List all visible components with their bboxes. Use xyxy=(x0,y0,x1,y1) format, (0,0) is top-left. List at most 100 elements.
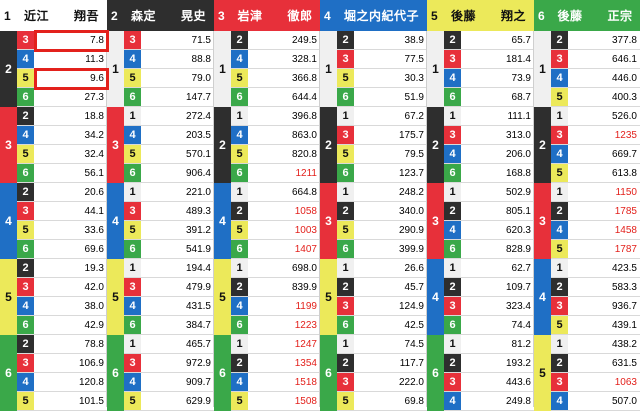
odds-row[interactable]: 3 175.7 xyxy=(320,126,427,145)
odds-row[interactable]: 1 423.5 xyxy=(534,259,640,278)
odds-row[interactable]: 5 613.8 xyxy=(534,164,640,183)
odds-row[interactable]: 3 71.5 xyxy=(107,31,214,50)
odds-row[interactable]: 5 290.9 xyxy=(320,221,427,240)
odds-row[interactable]: 2 631.5 xyxy=(534,354,640,373)
odds-row[interactable]: 4 203.5 xyxy=(107,126,214,145)
odds-row[interactable]: 6 42.5 xyxy=(320,316,427,335)
odds-row[interactable]: 4 73.9 xyxy=(427,69,534,88)
odds-row[interactable]: 2 193.2 xyxy=(427,354,534,373)
odds-row[interactable]: 5 1003 xyxy=(214,221,320,240)
odds-row[interactable]: 1 26.6 xyxy=(320,259,427,278)
odds-row[interactable]: 6 541.9 xyxy=(107,240,214,259)
odds-row[interactable]: 6 42.9 xyxy=(0,316,107,335)
odds-row[interactable]: 1 664.8 xyxy=(214,183,320,202)
odds-row[interactable]: 3 106.9 xyxy=(0,354,107,373)
odds-row[interactable]: 1 438.2 xyxy=(534,335,640,354)
odds-row[interactable]: 5 439.1 xyxy=(534,316,640,335)
odds-row[interactable]: 4 206.0 xyxy=(427,145,534,164)
odds-row[interactable]: 5 570.1 xyxy=(107,145,214,164)
odds-row[interactable]: 2 340.0 xyxy=(320,202,427,221)
odds-row[interactable]: 5 79.5 xyxy=(320,145,427,164)
odds-row[interactable]: 3 44.1 xyxy=(0,202,107,221)
odds-row[interactable]: 3 1063 xyxy=(534,373,640,392)
odds-row[interactable]: 2 583.3 xyxy=(534,278,640,297)
odds-row[interactable]: 4 1199 xyxy=(214,297,320,316)
odds-row[interactable]: 1 1247 xyxy=(214,335,320,354)
odds-row[interactable]: 6 644.4 xyxy=(214,88,320,107)
odds-row[interactable]: 4 669.7 xyxy=(534,145,640,164)
odds-row[interactable]: 2 109.7 xyxy=(427,278,534,297)
odds-row[interactable]: 4 1458 xyxy=(534,221,640,240)
odds-row[interactable]: 4 431.5 xyxy=(107,297,214,316)
odds-row[interactable]: 1 698.0 xyxy=(214,259,320,278)
odds-row[interactable]: 1 221.0 xyxy=(107,183,214,202)
odds-row[interactable]: 4 120.8 xyxy=(0,373,107,392)
odds-row[interactable]: 2 1354 xyxy=(214,354,320,373)
odds-row[interactable]: 2 38.9 xyxy=(320,31,427,50)
odds-row[interactable]: 1 62.7 xyxy=(427,259,534,278)
odds-row[interactable]: 4 620.3 xyxy=(427,221,534,240)
odds-row[interactable]: 6 68.7 xyxy=(427,88,534,107)
odds-row[interactable]: 5 366.8 xyxy=(214,69,320,88)
odds-row[interactable]: 2 19.3 xyxy=(0,259,107,278)
odds-row[interactable]: 6 1223 xyxy=(214,316,320,335)
odds-row[interactable]: 4 328.1 xyxy=(214,50,320,69)
odds-row[interactable]: 1 465.7 xyxy=(107,335,214,354)
odds-row[interactable]: 1 272.4 xyxy=(107,107,214,126)
odds-row[interactable]: 5 33.6 xyxy=(0,221,107,240)
odds-row[interactable]: 6 123.7 xyxy=(320,164,427,183)
odds-row[interactable]: 3 1235 xyxy=(534,126,640,145)
odds-row[interactable]: 5 1787 xyxy=(534,240,640,259)
odds-row[interactable]: 2 377.8 xyxy=(534,31,640,50)
odds-row[interactable]: 2 805.1 xyxy=(427,202,534,221)
odds-row[interactable]: 6 384.7 xyxy=(107,316,214,335)
odds-row[interactable]: 5 30.3 xyxy=(320,69,427,88)
odds-row[interactable]: 5 32.4 xyxy=(0,145,107,164)
odds-row[interactable]: 2 18.8 xyxy=(0,107,107,126)
odds-row[interactable]: 4 863.0 xyxy=(214,126,320,145)
odds-row[interactable]: 1 526.0 xyxy=(534,107,640,126)
odds-row[interactable]: 1 502.9 xyxy=(427,183,534,202)
odds-row[interactable]: 3 936.7 xyxy=(534,297,640,316)
odds-row[interactable]: 3 489.3 xyxy=(107,202,214,221)
odds-row[interactable]: 3 479.9 xyxy=(107,278,214,297)
odds-row[interactable]: 6 1407 xyxy=(214,240,320,259)
odds-row[interactable]: 1 1150 xyxy=(534,183,640,202)
odds-row[interactable]: 2 20.6 xyxy=(0,183,107,202)
odds-row[interactable]: 3 181.4 xyxy=(427,50,534,69)
odds-row[interactable]: 4 446.0 xyxy=(534,69,640,88)
odds-row[interactable]: 2 249.5 xyxy=(214,31,320,50)
odds-row[interactable]: 3 646.1 xyxy=(534,50,640,69)
odds-row[interactable]: 6 56.1 xyxy=(0,164,107,183)
odds-row[interactable]: 4 1518 xyxy=(214,373,320,392)
odds-row[interactable]: 6 828.9 xyxy=(427,240,534,259)
odds-row[interactable]: 6 27.3 xyxy=(0,88,107,107)
odds-row[interactable]: 2 45.7 xyxy=(320,278,427,297)
odds-row[interactable]: 1 111.1 xyxy=(427,107,534,126)
odds-row[interactable]: 6 168.8 xyxy=(427,164,534,183)
odds-row[interactable]: 2 65.7 xyxy=(427,31,534,50)
odds-row[interactable]: 5 400.3 xyxy=(534,88,640,107)
odds-row[interactable]: 6 906.4 xyxy=(107,164,214,183)
odds-row[interactable]: 3 77.5 xyxy=(320,50,427,69)
odds-row[interactable]: 1 396.8 xyxy=(214,107,320,126)
odds-row[interactable]: 2 1785 xyxy=(534,202,640,221)
odds-row[interactable]: 1 194.4 xyxy=(107,259,214,278)
odds-row[interactable]: 3 443.6 xyxy=(427,373,534,392)
odds-row[interactable]: 2 1058 xyxy=(214,202,320,221)
odds-row[interactable]: 5 391.2 xyxy=(107,221,214,240)
odds-row[interactable]: 3 323.4 xyxy=(427,297,534,316)
odds-row[interactable]: 6 399.9 xyxy=(320,240,427,259)
odds-row[interactable]: 1 74.5 xyxy=(320,335,427,354)
odds-row[interactable]: 2 117.7 xyxy=(320,354,427,373)
odds-row[interactable]: 5 820.8 xyxy=(214,145,320,164)
odds-row[interactable]: 3 42.0 xyxy=(0,278,107,297)
odds-row[interactable]: 4 88.8 xyxy=(107,50,214,69)
odds-row[interactable]: 3 124.9 xyxy=(320,297,427,316)
odds-row[interactable]: 3 972.9 xyxy=(107,354,214,373)
odds-row[interactable]: 4 34.2 xyxy=(0,126,107,145)
odds-row[interactable]: 6 74.4 xyxy=(427,316,534,335)
odds-row[interactable]: 3 313.0 xyxy=(427,126,534,145)
odds-row[interactable]: 1 81.2 xyxy=(427,335,534,354)
odds-row[interactable]: 5 79.0 xyxy=(107,69,214,88)
